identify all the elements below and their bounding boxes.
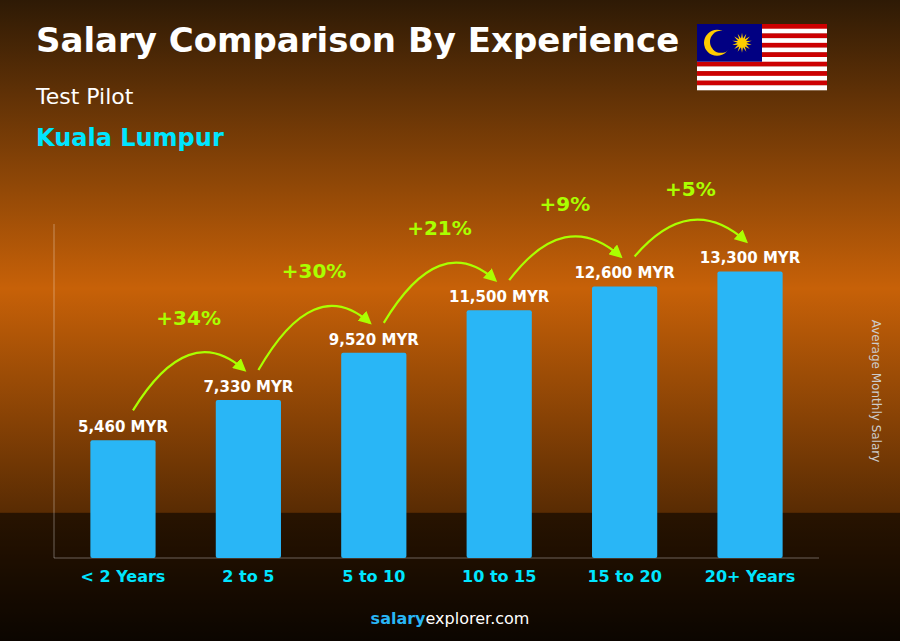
flag-stripe bbox=[697, 71, 827, 76]
annotation: +5% bbox=[665, 177, 716, 201]
x-tick-label: 2 to 5 bbox=[222, 567, 274, 586]
change-arrow bbox=[509, 236, 620, 280]
data-label: 5,460 MYR bbox=[78, 418, 168, 436]
x-tick-label: 15 to 20 bbox=[587, 567, 661, 586]
flag bbox=[697, 24, 827, 90]
data-label: 9,520 MYR bbox=[329, 331, 419, 349]
flag-stripe bbox=[697, 62, 827, 67]
flag-stripe bbox=[697, 66, 827, 71]
y-axis-label: Average Monthly Salary bbox=[869, 320, 883, 463]
footer: salaryexplorer.com bbox=[371, 609, 530, 628]
annotation: +34% bbox=[156, 306, 221, 330]
data-label: 7,330 MYR bbox=[203, 378, 293, 396]
labels: 5,460 MYR 7,330 MYR 9,520 MYR 11,500 MYR 12,… bbox=[78, 177, 801, 436]
data-label: 11,500 MYR bbox=[449, 288, 550, 306]
bar bbox=[717, 271, 782, 558]
bar bbox=[216, 400, 281, 558]
data-label: 13,300 MYR bbox=[700, 249, 801, 267]
change-arrow bbox=[258, 306, 369, 370]
bar bbox=[592, 286, 657, 558]
annotation: +21% bbox=[407, 216, 472, 240]
change-arrow bbox=[635, 220, 746, 257]
change-arrow bbox=[133, 352, 244, 410]
chart: 5,460 MYR 7,330 MYR 9,520 MYR 11,500 MYR 12,… bbox=[0, 0, 900, 641]
annotation: +30% bbox=[282, 259, 347, 283]
bar bbox=[341, 353, 406, 558]
bar bbox=[90, 440, 155, 558]
flag-canton bbox=[697, 24, 762, 62]
data-label: 12,600 MYR bbox=[574, 264, 675, 282]
footer-bold: salary bbox=[371, 609, 426, 628]
x-tick-label: < 2 Years bbox=[81, 567, 166, 586]
title: Salary Comparison By Experience bbox=[36, 20, 679, 60]
x-tick-label: 20+ Years bbox=[705, 567, 795, 586]
bars bbox=[90, 271, 782, 558]
x-axis-line bbox=[54, 558, 819, 559]
x-tick-label: 5 to 10 bbox=[342, 567, 405, 586]
change-arrow bbox=[384, 263, 495, 323]
flag-crescent-cut bbox=[710, 31, 732, 53]
footer-normal: explorer.com bbox=[426, 609, 530, 628]
x-tick-label: 10 to 15 bbox=[462, 567, 536, 586]
flag-stripe bbox=[697, 85, 827, 90]
subtitle: Test Pilot bbox=[35, 84, 134, 109]
bar bbox=[467, 310, 532, 558]
city: Kuala Lumpur bbox=[36, 124, 224, 152]
background bbox=[0, 0, 900, 641]
flag-star bbox=[732, 33, 752, 53]
annotation: +9% bbox=[540, 192, 591, 216]
y-axis-line bbox=[54, 224, 55, 558]
flag-stripe bbox=[697, 76, 827, 81]
flag-stripe bbox=[697, 81, 827, 86]
